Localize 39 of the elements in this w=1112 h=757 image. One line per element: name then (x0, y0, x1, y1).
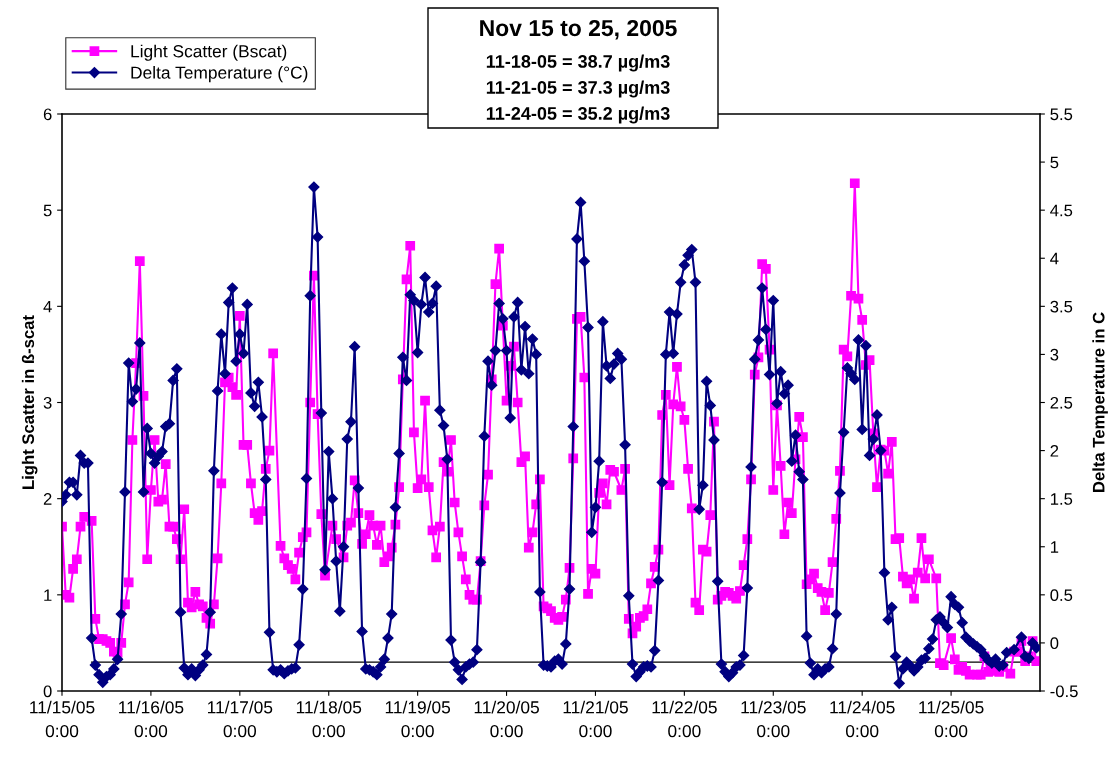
y-tick-label: 1 (44, 589, 52, 601)
y-tick-label: 0 (43, 685, 52, 698)
y2-tick-label: 5.5 (1050, 108, 1073, 121)
x-tick-label: 11/24/05 0:00 (830, 700, 895, 738)
y2-tick-label: 4 (1050, 252, 1059, 265)
x-tick-label: 11/23/05 0:00 (741, 700, 806, 738)
annotation: 11-24-05 = 35.2 µg/m3 (486, 106, 670, 124)
legend-label: Delta Temperature (°C) (131, 66, 308, 83)
y-tick-label: 2 (43, 493, 52, 505)
text: 11-18-05 = 38.7 µg/m3 (486, 54, 670, 72)
y2-tick-label: 4.5 (1050, 204, 1073, 217)
y2-tick-label: 0 (1050, 637, 1059, 650)
x-tick-label: 11/17/05 0:00 (208, 700, 273, 738)
y-tick-label: 6 (43, 108, 52, 121)
y-tick-label: 4 (43, 300, 52, 313)
y2-axis-title: Delta Temperature in C (1092, 312, 1108, 492)
x-tick-label: 11/25/05 0:00 (919, 700, 984, 738)
x-tick-label: 11/19/05 0:00 (385, 700, 451, 738)
y2-tick-label: 2.5 (1050, 396, 1073, 409)
chart-title: Nov 15 to 25, 2005 (480, 19, 677, 40)
y2-tick-label: 5 (1050, 156, 1059, 169)
y-tick-label: 5 (43, 204, 52, 217)
y2-tick-label: 0.5 (1050, 589, 1073, 602)
y2-tick-label: -0.5 (1050, 685, 1078, 698)
text: 11-21-05 = 37.3 µg/m3 (486, 80, 670, 98)
y2-tick-label: 1.5 (1050, 493, 1073, 505)
y-axis-title: Light Scatter in ß-scat (21, 315, 38, 489)
y2-tick-label: 1 (1050, 541, 1059, 553)
x-tick-label: 11/15/05 0:00 (30, 700, 95, 738)
y2-tick-label: 2 (1050, 444, 1059, 457)
x-tick-label: 11/18/05 0:00 (296, 700, 362, 738)
x-tick-label: 11/20/05 0:00 (474, 700, 539, 738)
y2-tick-label: 3.5 (1050, 300, 1073, 313)
y-tick-label: 3 (43, 396, 52, 409)
x-tick-label: 11/21/05 0:00 (563, 700, 628, 738)
legend-label: Light Scatter (Bscat) (131, 44, 287, 61)
y2-tick-label: 3 (1050, 348, 1059, 361)
x-tick-label: 11/22/05 0:00 (652, 700, 717, 738)
x-tick-label: 11/16/05 0:00 (119, 700, 184, 738)
